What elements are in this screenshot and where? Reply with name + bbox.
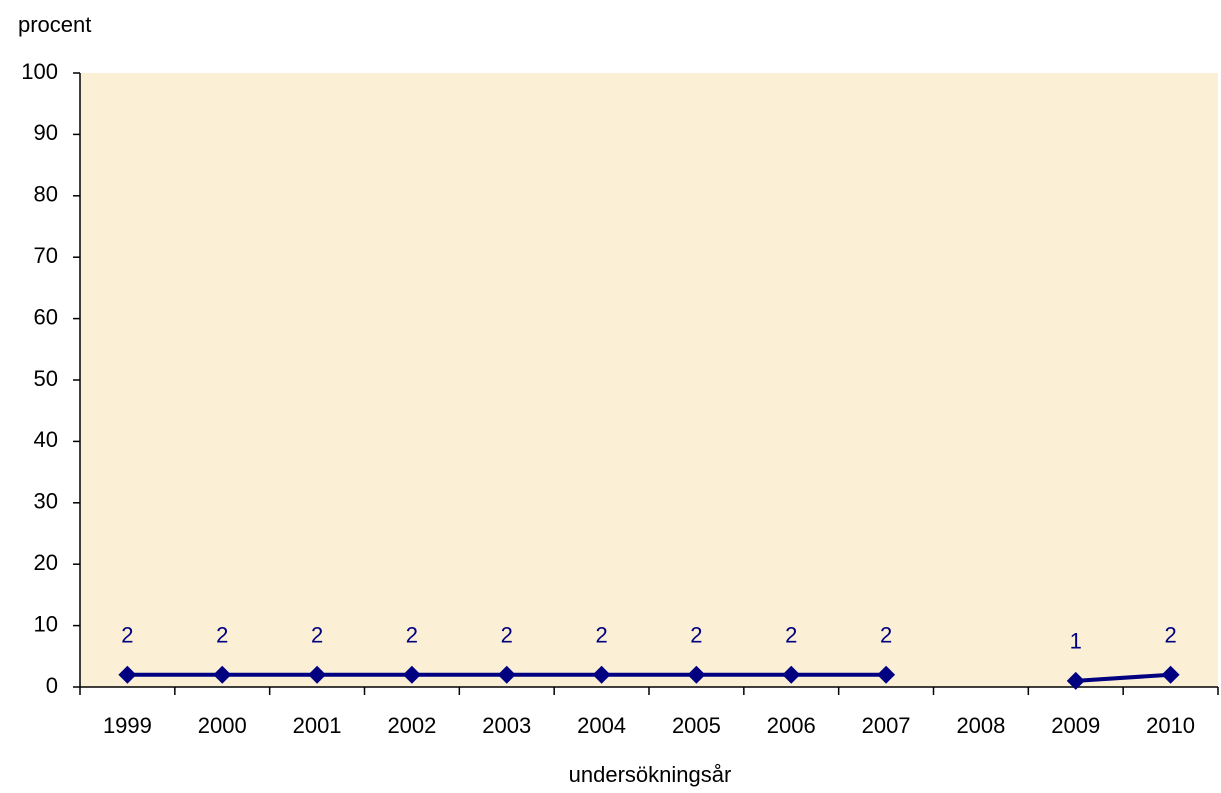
y-axis-title: procent [18, 12, 91, 37]
data-label: 2 [880, 623, 892, 648]
y-tick-label: 90 [34, 120, 58, 145]
x-axis-title: undersökningsår [569, 762, 732, 787]
x-tick-label: 2002 [387, 713, 436, 738]
series-line [1075, 672, 1171, 683]
marker [213, 665, 232, 684]
x-tick-label: 2009 [1051, 713, 1100, 738]
data-label: 2 [595, 623, 607, 648]
x-tick-label: 2000 [198, 713, 247, 738]
marker [877, 665, 896, 684]
x-tick-label: 2004 [577, 713, 626, 738]
y-tick-label: 100 [21, 59, 58, 84]
data-label: 2 [785, 623, 797, 648]
x-tick-label: 2010 [1146, 713, 1195, 738]
x-tick-label: 2005 [672, 713, 721, 738]
x-tick-label: 2001 [293, 713, 342, 738]
y-tick-label: 30 [34, 489, 58, 514]
y-tick-label: 60 [34, 304, 58, 329]
x-tick-label: 1999 [103, 713, 152, 738]
marker [118, 665, 137, 684]
y-tick-label: 20 [34, 550, 58, 575]
marker [592, 665, 611, 684]
marker [687, 665, 706, 684]
data-label: 2 [1164, 623, 1176, 648]
data-label: 2 [121, 623, 133, 648]
x-tick-label: 2003 [482, 713, 531, 738]
y-tick-label: 0 [46, 673, 58, 698]
x-tick-label: 2008 [956, 713, 1005, 738]
data-label: 2 [311, 623, 323, 648]
marker [1161, 665, 1180, 684]
marker [782, 665, 801, 684]
marker [402, 665, 421, 684]
x-tick-label: 2006 [767, 713, 816, 738]
data-label: 2 [406, 623, 418, 648]
y-tick-label: 70 [34, 243, 58, 268]
x-tick-label: 2007 [862, 713, 911, 738]
marker [308, 665, 327, 684]
y-tick-label: 40 [34, 427, 58, 452]
data-label: 2 [501, 623, 513, 648]
y-tick-label: 10 [34, 611, 58, 636]
marker [1066, 671, 1085, 690]
y-tick-label: 50 [34, 366, 58, 391]
plot-area [80, 73, 1218, 687]
data-label: 2 [690, 623, 702, 648]
marker [497, 665, 516, 684]
data-label: 2 [216, 623, 228, 648]
data-label: 1 [1070, 629, 1082, 654]
y-tick-label: 80 [34, 182, 58, 207]
